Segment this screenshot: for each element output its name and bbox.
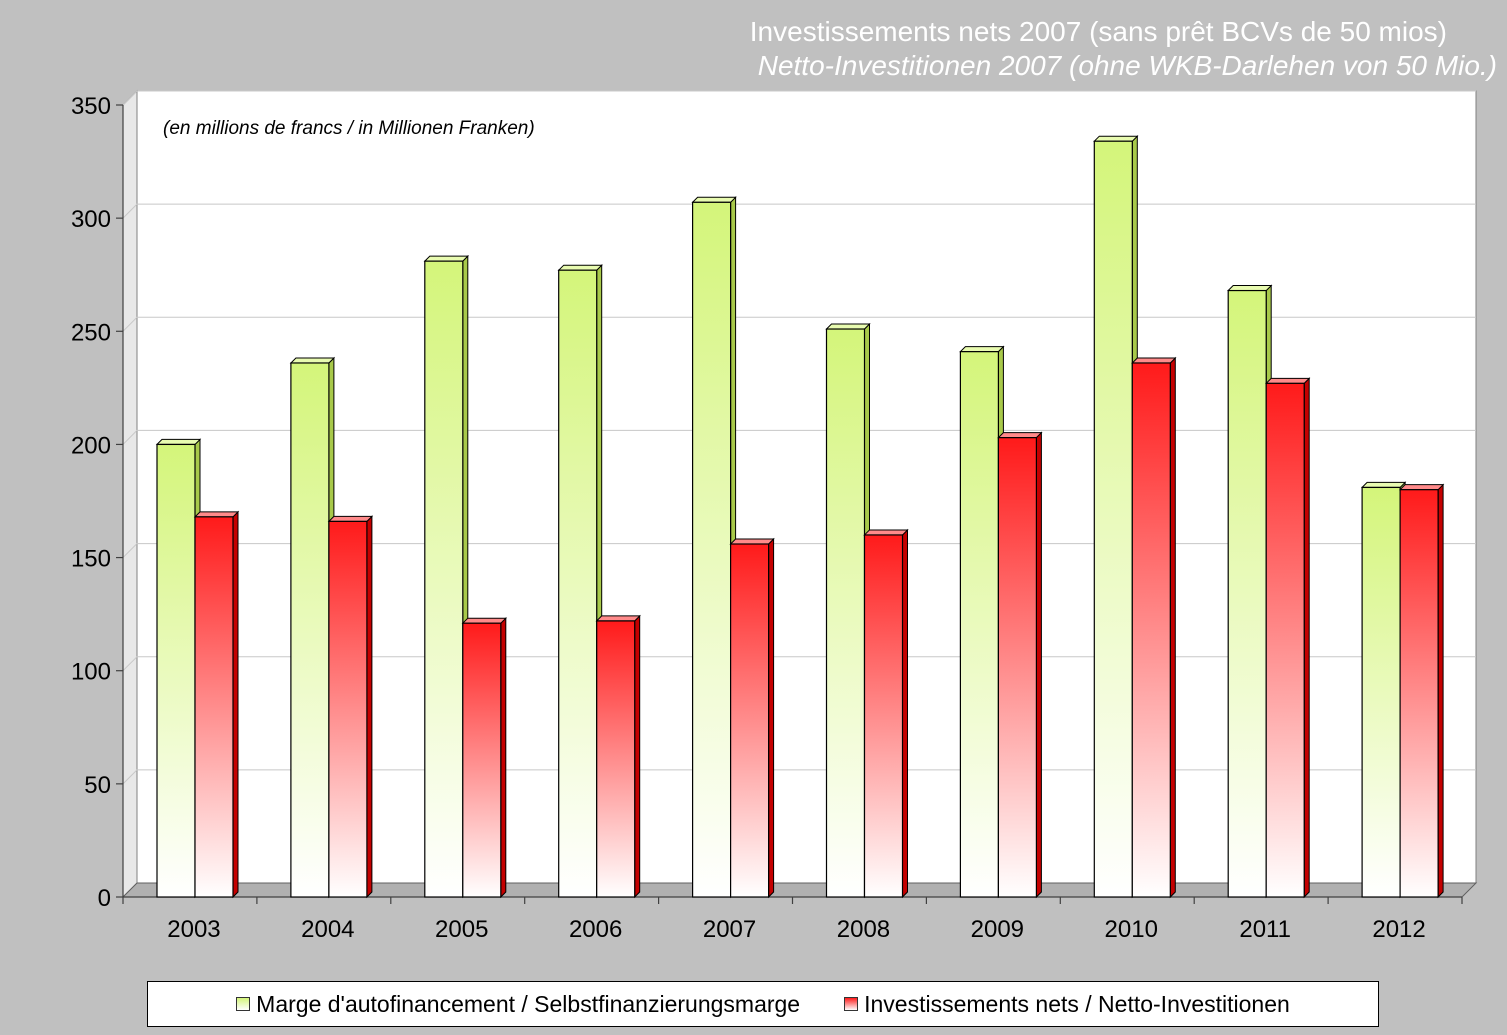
bar-investissements-2008 — [863, 534, 904, 898]
bar-investissements-2006 — [596, 620, 636, 898]
left-wall — [122, 89, 138, 899]
x-tick-label-2011: 2011 — [1239, 916, 1291, 943]
bar-side-1-2003 — [232, 510, 239, 899]
y-tick-label-0: 0 — [98, 885, 111, 912]
y-tick-label-250: 250 — [71, 319, 111, 346]
units-annotation: (en millions de francs / in Millionen Fr… — [163, 118, 535, 139]
y-tick-label-300: 300 — [71, 206, 111, 233]
bar-investissements-2011 — [1265, 382, 1305, 898]
gridline-350 — [122, 90, 1476, 106]
bar-marge-2011 — [1227, 289, 1267, 898]
x-tick-label-2005: 2005 — [435, 916, 488, 943]
legend-label-red: Investissements nets / Netto-Investition… — [864, 990, 1290, 1017]
x-tick-label-2010: 2010 — [1105, 916, 1158, 943]
x-tick-label-2008: 2008 — [837, 916, 890, 943]
chart-title: Investissements nets 2007 (sans prêt BCV… — [749, 16, 1447, 47]
bar-top-0-2006 — [557, 264, 603, 271]
bar-top-1-2010 — [1131, 357, 1177, 364]
bar-top-0-2010 — [1093, 135, 1139, 142]
bar-marge-2004 — [290, 362, 330, 898]
x-tick-label-2007: 2007 — [703, 916, 756, 943]
bar-marge-2007 — [691, 201, 732, 898]
bar-top-1-2011 — [1264, 377, 1311, 384]
y-tick-label-100: 100 — [71, 659, 111, 686]
bar-investissements-2012 — [1399, 489, 1439, 898]
bar-top-0-2003 — [155, 438, 202, 445]
bar-top-0-2004 — [289, 357, 336, 364]
bar-side-1-2011 — [1303, 377, 1310, 899]
bar-top-0-2009 — [959, 346, 1005, 353]
bar-investissements-2003 — [194, 516, 234, 898]
bar-marge-2012 — [1361, 486, 1401, 898]
legend-item-red: Investissements nets / Netto-Investition… — [844, 991, 1290, 1018]
bar-top-0-2007 — [691, 196, 737, 203]
bar-investissements-2005 — [462, 622, 502, 898]
bar-top-1-2009 — [997, 432, 1043, 439]
bar-top-1-2004 — [327, 515, 374, 522]
bar-top-1-2007 — [729, 538, 775, 545]
bar-investissements-2009 — [997, 437, 1038, 898]
bar-top-1-2003 — [193, 511, 240, 518]
bar-top-0-2008 — [825, 323, 871, 330]
x-tick-label-2009: 2009 — [971, 916, 1024, 943]
gridline-250 — [122, 316, 1476, 332]
x-tick-label-2012: 2012 — [1372, 916, 1425, 943]
bar-investissements-2010 — [1131, 362, 1171, 898]
bar-side-1-2005 — [500, 616, 507, 899]
bar-marge-2003 — [156, 443, 196, 898]
y-tick-label-150: 150 — [71, 546, 111, 573]
x-tick-label-2004: 2004 — [301, 916, 354, 943]
legend-item-green: Marge d'autofinancement / Selbstfinanzie… — [236, 991, 800, 1018]
bar-side-1-2008 — [902, 528, 908, 899]
chart-subtitle: Netto-Investitionen 2007 (ohne WKB-Darle… — [757, 50, 1497, 81]
bar-marge-2006 — [558, 269, 598, 898]
bar-side-1-2006 — [634, 614, 641, 899]
bar-side-1-2009 — [1035, 431, 1042, 899]
bar-top-1-2006 — [595, 615, 641, 622]
bar-top-1-2008 — [863, 529, 909, 536]
gridline-200 — [122, 429, 1476, 445]
bar-top-1-2012 — [1398, 484, 1445, 491]
y-tick-label-350: 350 — [71, 93, 111, 120]
bar-top-0-2011 — [1226, 285, 1273, 292]
legend-label-green: Marge d'autofinancement / Selbstfinanzie… — [256, 990, 801, 1017]
bar-marge-2005 — [424, 260, 464, 898]
bar-side-1-2010 — [1169, 356, 1176, 899]
gridline-300 — [122, 203, 1476, 219]
bar-top-0-2005 — [423, 255, 470, 262]
legend-swatch-red-icon — [844, 997, 859, 1011]
bar-top-1-2005 — [461, 617, 508, 624]
y-tick-label-50: 50 — [84, 772, 111, 799]
x-tick-label-2006: 2006 — [569, 916, 622, 943]
bar-investissements-2004 — [328, 520, 368, 898]
bar-investissements-2007 — [729, 543, 770, 898]
y-tick-label-200: 200 — [71, 432, 111, 459]
bar-marge-2010 — [1093, 140, 1133, 898]
legend-swatch-green-icon — [236, 997, 251, 1011]
x-tick-label-2003: 2003 — [167, 916, 220, 943]
legend: Marge d'autofinancement / Selbstfinanzie… — [147, 981, 1379, 1027]
bar-top-0-2012 — [1360, 481, 1407, 488]
bar-side-1-2012 — [1437, 483, 1444, 899]
bar-marge-2009 — [959, 351, 1000, 898]
bar-marge-2008 — [825, 328, 866, 898]
bar-side-1-2004 — [366, 515, 373, 899]
bar-side-1-2007 — [768, 537, 775, 899]
